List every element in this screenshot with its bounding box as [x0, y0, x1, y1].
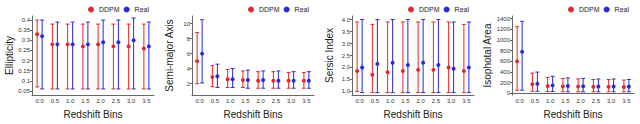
svg-text:0.1: 0.1	[22, 78, 31, 84]
svg-text:1.5: 1.5	[81, 98, 90, 104]
svg-text:2.5: 2.5	[592, 98, 601, 104]
svg-text:2.0: 2.0	[416, 98, 425, 104]
svg-text:3.5: 3.5	[142, 98, 151, 104]
svg-text:1.0: 1.0	[66, 98, 75, 104]
svg-text:0: 0	[507, 90, 511, 96]
svg-text:1.0: 1.0	[386, 98, 395, 104]
svg-text:3.0: 3.0	[607, 98, 616, 104]
svg-text:1.5: 1.5	[342, 76, 351, 82]
svg-text:2.5: 2.5	[272, 98, 281, 104]
svg-text:3.0: 3.0	[447, 98, 456, 104]
svg-text:0.0: 0.0	[355, 98, 364, 104]
svg-text:0.0: 0.0	[35, 98, 44, 104]
svg-text:4.0: 4.0	[342, 17, 351, 23]
svg-text:3.0: 3.0	[127, 98, 136, 104]
svg-text:1.5: 1.5	[241, 98, 250, 104]
svg-text:Ellipticity: Ellipticity	[4, 36, 15, 75]
svg-text:1.5: 1.5	[561, 98, 570, 104]
svg-text:3.5: 3.5	[342, 29, 351, 35]
svg-text:Real: Real	[135, 6, 150, 13]
svg-text:600: 600	[500, 58, 511, 64]
svg-text:DDPM: DDPM	[419, 6, 440, 13]
svg-text:2.0: 2.0	[342, 64, 351, 70]
svg-text:1.0: 1.0	[546, 98, 555, 104]
svg-text:Redshift Bins: Redshift Bins	[64, 109, 123, 120]
svg-text:1.5: 1.5	[401, 98, 410, 104]
svg-text:3.0: 3.0	[287, 98, 296, 104]
svg-text:3.5: 3.5	[302, 98, 311, 104]
svg-text:0.4: 0.4	[22, 17, 31, 23]
svg-text:0.35: 0.35	[18, 27, 30, 33]
svg-text:0.25: 0.25	[18, 47, 30, 53]
svg-text:Redshift Bins: Redshift Bins	[544, 109, 603, 120]
svg-text:1200: 1200	[497, 26, 511, 32]
svg-text:2.0: 2.0	[96, 98, 105, 104]
svg-text:DDPM: DDPM	[579, 6, 600, 13]
svg-text:3.0: 3.0	[342, 41, 351, 47]
svg-text:2: 2	[187, 81, 191, 87]
svg-text:400: 400	[500, 69, 511, 75]
svg-text:4: 4	[187, 66, 191, 72]
svg-text:Real: Real	[455, 6, 470, 13]
svg-text:0.05: 0.05	[18, 88, 30, 94]
svg-text:2.5: 2.5	[342, 53, 351, 59]
svg-text:1.0: 1.0	[226, 98, 235, 104]
svg-text:1.0: 1.0	[342, 88, 351, 94]
svg-text:800: 800	[500, 48, 511, 54]
svg-text:2.0: 2.0	[576, 98, 585, 104]
svg-text:0.3: 0.3	[22, 37, 31, 43]
svg-text:6: 6	[187, 51, 191, 57]
svg-text:DDPM: DDPM	[99, 6, 120, 13]
svg-text:0.0: 0.0	[195, 98, 204, 104]
svg-text:1400: 1400	[497, 16, 511, 22]
svg-text:Isophotal Area: Isophotal Area	[482, 23, 493, 87]
svg-text:0.15: 0.15	[18, 68, 30, 74]
svg-text:Sersic Index: Sersic Index	[324, 28, 335, 83]
svg-text:1000: 1000	[497, 37, 511, 43]
svg-text:2.0: 2.0	[256, 98, 265, 104]
svg-text:Semi-major Axis: Semi-major Axis	[164, 19, 175, 91]
svg-text:Real: Real	[615, 6, 630, 13]
svg-text:0.5: 0.5	[531, 98, 540, 104]
svg-text:3.5: 3.5	[462, 98, 471, 104]
svg-text:Redshift Bins: Redshift Bins	[384, 109, 443, 120]
svg-text:DDPM: DDPM	[259, 6, 280, 13]
svg-text:3.5: 3.5	[622, 98, 631, 104]
svg-text:200: 200	[500, 80, 511, 86]
svg-text:0.5: 0.5	[51, 98, 60, 104]
svg-text:2.5: 2.5	[112, 98, 121, 104]
svg-text:8: 8	[187, 36, 191, 42]
svg-text:2.5: 2.5	[432, 98, 441, 104]
svg-text:0.5: 0.5	[211, 98, 220, 104]
svg-text:0.5: 0.5	[371, 98, 380, 104]
svg-text:Real: Real	[295, 6, 310, 13]
svg-text:0.0: 0.0	[515, 98, 524, 104]
svg-text:10: 10	[183, 21, 190, 27]
svg-text:Redshift Bins: Redshift Bins	[224, 109, 283, 120]
svg-text:0.2: 0.2	[22, 58, 31, 64]
